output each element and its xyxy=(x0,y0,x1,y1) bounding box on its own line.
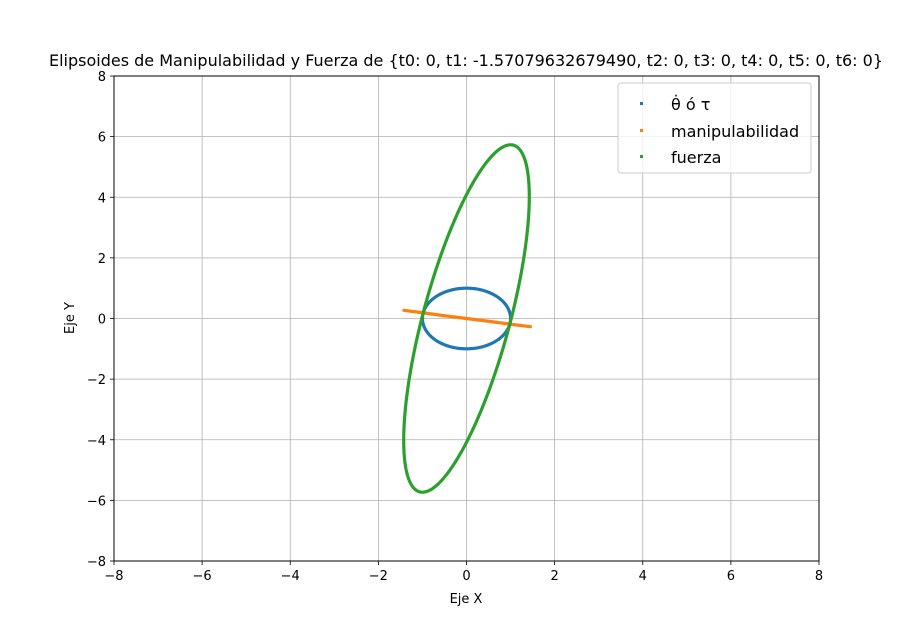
x-tick-label: −2 xyxy=(369,569,388,584)
x-tick-label: 2 xyxy=(550,569,558,584)
x-tick-label: 0 xyxy=(462,569,470,584)
y-tick-label: 0 xyxy=(98,313,106,328)
legend-marker xyxy=(640,155,643,158)
y-tick-label: 2 xyxy=(98,252,106,267)
plot-series xyxy=(402,143,532,494)
y-axis-label: Eje Y xyxy=(63,302,78,334)
y-tick-label: −2 xyxy=(87,373,106,388)
y-tick-label: −4 xyxy=(87,434,106,449)
x-tick-label: −8 xyxy=(104,569,123,584)
x-tick-label: −4 xyxy=(281,569,300,584)
legend-box xyxy=(617,82,812,174)
y-tick-label: 4 xyxy=(98,191,106,206)
x-tick-label: −6 xyxy=(193,569,212,584)
y-tick-label: −6 xyxy=(87,494,106,509)
y-tick-label: 8 xyxy=(98,70,106,85)
x-axis-label: Eje X xyxy=(450,592,483,607)
y-tick-label: 6 xyxy=(98,131,106,146)
series-path xyxy=(402,143,531,494)
legend-label: θ̇ ó τ xyxy=(671,95,710,114)
y-tick-label: −8 xyxy=(87,555,106,570)
legend-marker xyxy=(640,102,643,105)
x-tick-label: 8 xyxy=(815,569,823,584)
legend: θ̇ ó τ manipulabilidad fuerza xyxy=(617,82,812,174)
legend-marker xyxy=(640,129,643,132)
axis-ticks: −8 −6 −4 −2 0 2 4 6 8 −8 −6 −4 −2 0 2 4 6 8 xyxy=(87,70,823,584)
legend-label: manipulabilidad xyxy=(671,122,799,141)
series-3 xyxy=(402,143,531,494)
legend-label: fuerza xyxy=(671,148,721,167)
x-tick-label: 4 xyxy=(639,569,647,584)
chart-title: Elipsoides de Manipulabilidad y Fuerza d… xyxy=(49,51,883,70)
x-tick-label: 6 xyxy=(727,569,735,584)
